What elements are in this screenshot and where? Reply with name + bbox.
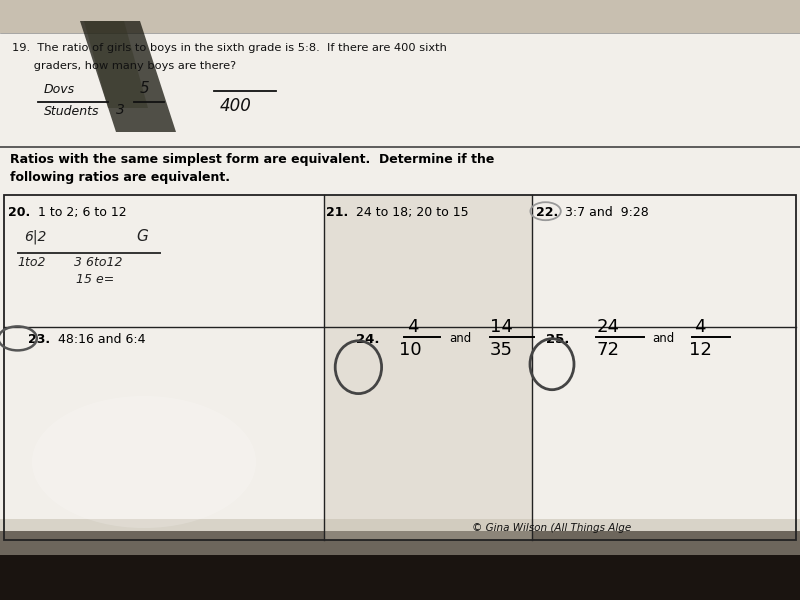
Text: 5: 5 [140,81,150,96]
Text: 12: 12 [689,341,711,359]
FancyBboxPatch shape [0,519,800,555]
Text: 24 to 18; 20 to 15: 24 to 18; 20 to 15 [356,206,469,219]
Text: 24: 24 [597,319,619,337]
Text: 6|2: 6|2 [24,229,46,244]
Text: 1to2: 1to2 [18,256,46,269]
Text: 25.: 25. [546,333,570,346]
Text: graders, how many boys are there?: graders, how many boys are there? [12,61,236,71]
Text: © Gina Wilson (All Things Alge: © Gina Wilson (All Things Alge [472,523,631,533]
Text: 3: 3 [116,103,125,117]
Text: 72: 72 [597,341,619,359]
Text: 48:16 and 6:4: 48:16 and 6:4 [58,333,145,346]
Text: and: and [450,332,472,345]
Text: 400: 400 [220,97,252,115]
Text: 4: 4 [407,319,418,337]
Text: 1 to 2; 6 to 12: 1 to 2; 6 to 12 [38,206,127,219]
Text: 23.: 23. [28,333,50,346]
Ellipse shape [32,396,256,528]
Text: following ratios are equivalent.: following ratios are equivalent. [10,171,230,184]
Text: 15 e=: 15 e= [76,273,114,286]
Text: 21.: 21. [326,206,349,219]
Text: 4: 4 [694,319,706,337]
Text: 14: 14 [490,319,513,337]
FancyBboxPatch shape [0,531,800,600]
Text: 3:7 and  9:28: 3:7 and 9:28 [565,206,649,219]
Text: Students: Students [44,105,99,118]
Text: 20.: 20. [8,206,30,219]
Text: 22.: 22. [536,206,558,219]
FancyBboxPatch shape [324,195,532,540]
Text: 3 6to12: 3 6to12 [74,256,122,269]
Text: Dovs: Dovs [44,83,75,96]
Text: 35: 35 [490,341,513,359]
Polygon shape [80,21,176,132]
Text: and: and [652,332,674,345]
Text: 24.: 24. [356,333,379,346]
Text: 19.  The ratio of girls to boys in the sixth grade is 5:8.  If there are 400 six: 19. The ratio of girls to boys in the si… [12,43,447,53]
Text: Ratios with the same simplest form are equivalent.  Determine if the: Ratios with the same simplest form are e… [10,153,494,166]
Text: 10: 10 [399,341,422,359]
Polygon shape [84,21,148,108]
Text: G: G [136,229,148,244]
FancyBboxPatch shape [0,33,800,543]
